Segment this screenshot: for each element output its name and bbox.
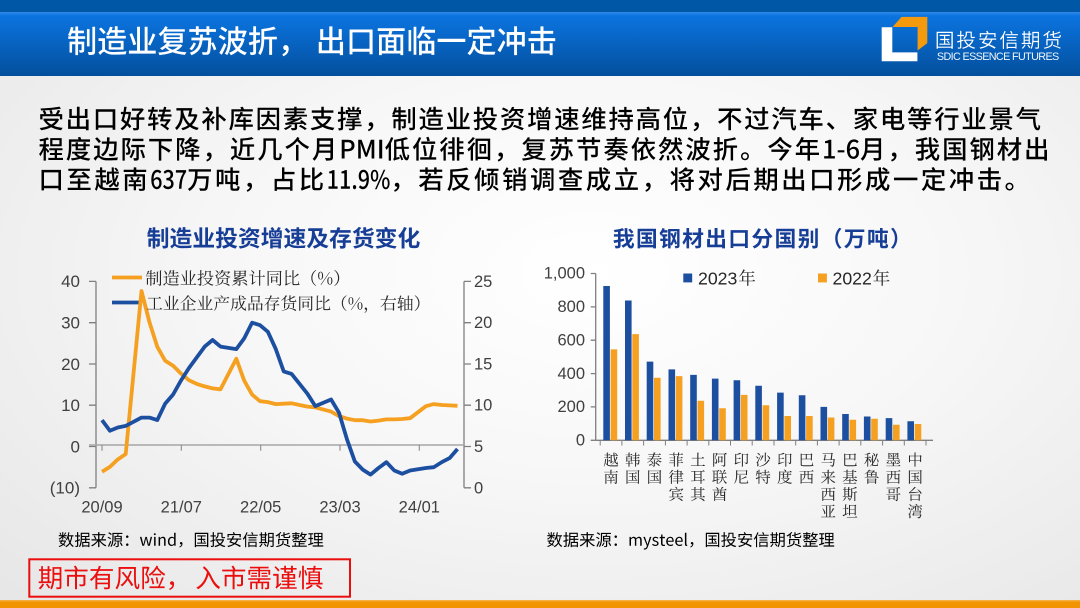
svg-text:30: 30 <box>61 314 80 333</box>
svg-text:600: 600 <box>557 331 585 349</box>
svg-text:2022: 2022 <box>833 269 872 289</box>
svg-text:400: 400 <box>557 365 585 383</box>
svg-text:2023: 2023 <box>698 269 738 289</box>
svg-text:20: 20 <box>474 314 492 332</box>
svg-text:10: 10 <box>61 396 80 415</box>
svg-text:800: 800 <box>557 298 585 316</box>
svg-text:1,000: 1,000 <box>544 265 585 283</box>
svg-text:20: 20 <box>61 355 80 374</box>
svg-text:15: 15 <box>474 356 492 374</box>
svg-text:23/03: 23/03 <box>319 499 360 517</box>
svg-text:22/05: 22/05 <box>240 499 281 517</box>
svg-text:200: 200 <box>557 398 585 416</box>
svg-text:0: 0 <box>576 432 585 450</box>
svg-text:25: 25 <box>474 273 492 291</box>
svg-text:40: 40 <box>61 272 80 291</box>
svg-text:10: 10 <box>474 397 492 415</box>
svg-text:5: 5 <box>474 438 483 456</box>
svg-text:0: 0 <box>474 479 483 497</box>
svg-text:21/07: 21/07 <box>161 499 202 517</box>
svg-text:20/09: 20/09 <box>81 499 122 517</box>
svg-text:24/01: 24/01 <box>399 499 440 517</box>
svg-text:(10): (10) <box>50 479 80 498</box>
svg-text:0: 0 <box>71 437 80 456</box>
svg-text:SDIC ESSENCE FUTURES: SDIC ESSENCE FUTURES <box>937 51 1059 63</box>
